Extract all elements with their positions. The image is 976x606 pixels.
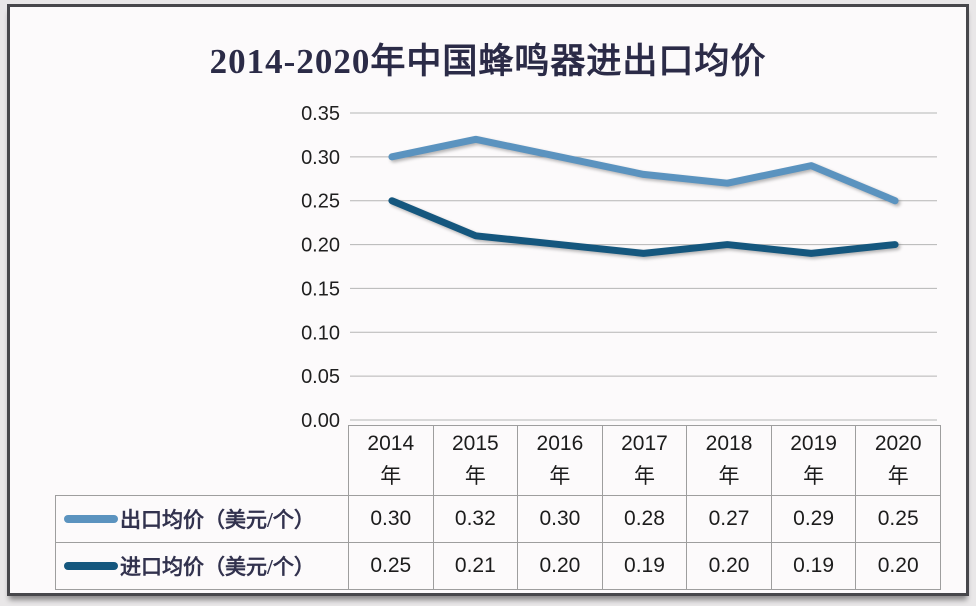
y-axis-tick-label: 0.35 [301, 103, 340, 125]
year-header-cell: 2017 年 [601, 425, 688, 496]
series-row-import: 进口均价（美元/个） 0.25 0.21 0.20 0.19 0.20 0.19 0.20 [55, 542, 941, 590]
year-number: 2015 [451, 431, 499, 455]
legend-column-spacer [56, 426, 349, 496]
year-unit: 年 [633, 464, 655, 488]
series-name: 出口均价（美元/个） [120, 508, 315, 532]
series-line-export [388, 135, 899, 205]
y-axis-tick-label: 0.10 [301, 322, 340, 344]
value-cell: 0.29 [770, 495, 857, 543]
series-label-cell: 出口均价（美元/个） [55, 495, 349, 543]
year-header-cell: 2016 年 [517, 425, 603, 496]
value-cell: 0.32 [432, 495, 519, 543]
year-unit: 年 [549, 464, 571, 488]
series-lines [388, 135, 899, 257]
chart-title: 2014-2020年中国蜂鸣器进出口均价 [209, 42, 767, 81]
year-header-cell: 2018 年 [686, 425, 772, 496]
year-unit: 年 [464, 464, 486, 488]
year-number: 2017 [621, 431, 668, 455]
year-number: 2018 [705, 431, 753, 455]
value-cell: 0.27 [686, 495, 772, 543]
year-header-cell: 2015 年 [432, 425, 519, 496]
year-number: 2019 [790, 431, 837, 455]
data-table: 2014 年 2015 年 2016 年 2017 年 2018 年 2019 年 2020 年 出口均价… [55, 425, 941, 590]
y-axis-tick-label: 0.20 [301, 235, 340, 257]
year-header-cell: 2014 年 [348, 425, 434, 496]
year-header-row: 2014 年 2015 年 2016 年 2017 年 2018 年 2019 年 2020 年 [56, 425, 941, 496]
value-cell: 0.25 [348, 542, 434, 590]
y-axis-tick-label: 0.00 [301, 410, 340, 432]
value-cell: 0.28 [601, 495, 688, 543]
series-line-import [388, 197, 899, 257]
legend-line-swatch [64, 515, 118, 523]
legend-line-swatch [64, 562, 118, 570]
year-number: 2016 [536, 431, 584, 455]
year-unit: 年 [718, 464, 740, 488]
value-cell: 0.21 [432, 542, 519, 590]
year-unit: 年 [887, 464, 909, 488]
year-number: 2014 [367, 431, 415, 455]
value-cell: 0.30 [348, 495, 434, 543]
value-cell: 0.20 [855, 542, 941, 590]
y-axis-tick-label: 0.30 [301, 147, 340, 169]
value-cell: 0.25 [855, 495, 941, 543]
value-cell: 0.20 [686, 542, 772, 590]
y-axis-tick-label: 0.05 [301, 366, 340, 388]
year-header-cell: 2019 年 [770, 425, 857, 496]
year-unit: 年 [380, 464, 402, 488]
series-label-cell: 进口均价（美元/个） [55, 542, 349, 590]
series-name: 进口均价（美元/个） [120, 555, 315, 579]
year-number: 2020 [874, 431, 922, 455]
y-axis-tick-label: 0.25 [301, 191, 340, 213]
value-cell: 0.19 [601, 542, 688, 590]
value-cell: 0.19 [770, 542, 857, 590]
value-cell: 0.20 [517, 542, 603, 590]
year-header-cell: 2020 年 [855, 425, 941, 496]
year-unit: 年 [803, 464, 825, 488]
series-row-export: 出口均价（美元/个） 0.30 0.32 0.30 0.28 0.27 0.29 0.25 [55, 495, 941, 543]
y-axis-tick-label: 0.15 [301, 278, 340, 300]
value-cell: 0.30 [517, 495, 603, 543]
